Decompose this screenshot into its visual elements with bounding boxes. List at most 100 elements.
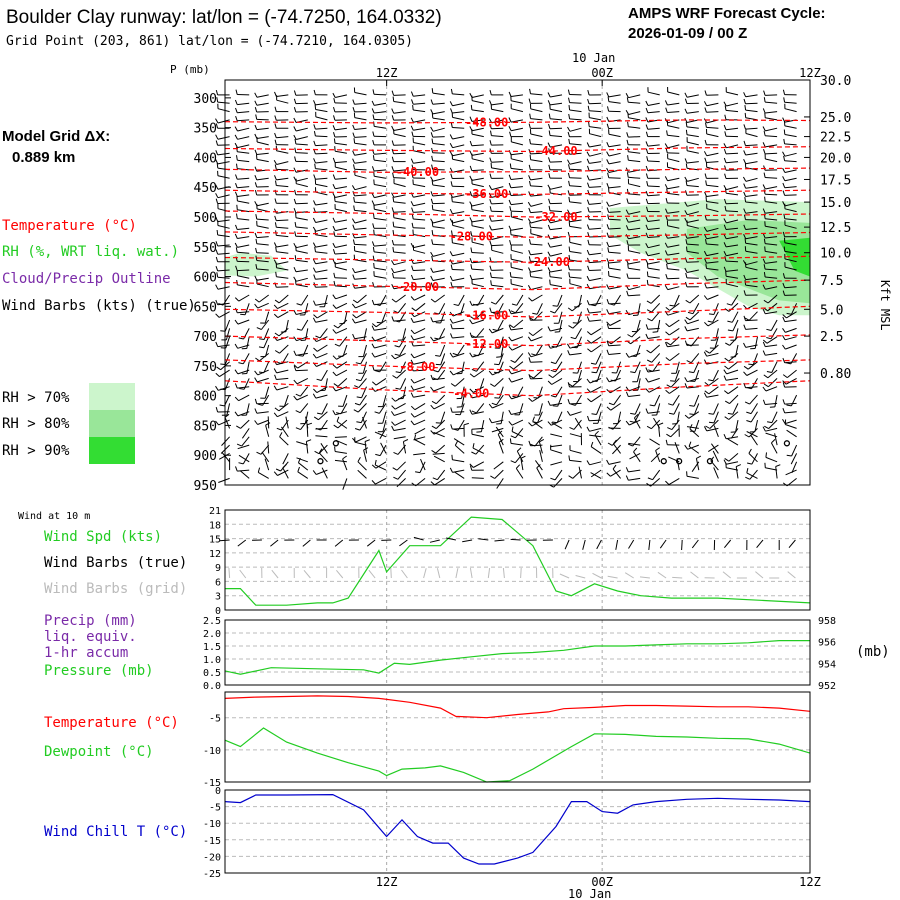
wind-barb	[454, 471, 465, 479]
isotherm-line	[224, 255, 811, 263]
wind-barb-flag	[724, 205, 727, 211]
wind-barb	[765, 177, 778, 179]
wind-barb	[589, 110, 602, 113]
wind-barb	[237, 444, 250, 450]
wind-barb-flag	[490, 280, 492, 286]
wind-barb-flag	[391, 239, 395, 246]
wind-barb	[276, 161, 289, 165]
wind-barb	[414, 327, 426, 335]
wind-10m-label: Wind at 10 m	[18, 511, 90, 522]
wind-barb-flag	[703, 351, 708, 357]
wind-barb	[256, 102, 269, 106]
wind-barb-flag	[274, 299, 280, 304]
wind-barb-flag	[567, 209, 571, 215]
wind-barb	[471, 183, 484, 188]
wind-barb	[726, 436, 739, 440]
wind-barb	[432, 127, 445, 132]
wind-barb-flag	[763, 130, 766, 136]
wind-barb	[452, 261, 465, 265]
wind-barb	[237, 227, 250, 230]
wind-barb	[530, 108, 543, 113]
wind-barb-flag	[430, 275, 434, 281]
wind-barb	[256, 152, 269, 155]
wind-barb-flag	[314, 246, 316, 252]
wind-barb	[530, 361, 543, 363]
wind-barb	[784, 143, 797, 146]
wind-barb	[569, 402, 582, 405]
wind-barb-flag	[536, 464, 541, 469]
wind-barb	[589, 434, 602, 438]
wind-barb	[452, 194, 465, 198]
lower-y-tick-label: 2.5	[203, 616, 221, 627]
wind-barb	[295, 217, 308, 221]
wind-barb-flag	[548, 173, 551, 179]
wind-barb	[393, 251, 406, 254]
kft-tick-label: 25.0	[820, 111, 851, 126]
wind-barb	[784, 125, 797, 129]
wind-barb-flag	[293, 198, 297, 204]
wind-barb	[256, 202, 269, 207]
wind-barb-flag	[529, 113, 531, 119]
wind-barb-flag	[371, 100, 375, 106]
wind-barb-flag	[391, 140, 395, 146]
wind-barb-flag	[685, 316, 691, 321]
wind-barb-flag	[587, 398, 592, 403]
wind-barb	[315, 135, 328, 138]
wind-barb	[706, 184, 719, 188]
wind-barb-flag	[528, 207, 531, 213]
wind-barb	[393, 261, 406, 266]
wind-barb-flag	[606, 224, 610, 230]
wind-barb-flag	[782, 408, 786, 414]
wind-barb	[631, 328, 641, 338]
wind-barb-flag	[254, 303, 259, 309]
wind-barb-flag	[724, 105, 727, 111]
wind-barb	[354, 250, 367, 254]
wind-barb	[276, 94, 289, 97]
wind-barb	[530, 185, 543, 188]
wind-barb	[628, 136, 641, 138]
wind-barb	[263, 361, 270, 373]
wind-barb-flag	[708, 421, 714, 424]
wind-barb-flag	[430, 386, 434, 392]
wind-barb-flag	[254, 370, 259, 376]
wind-barb-flag	[332, 364, 338, 369]
wind-barb	[276, 369, 289, 374]
wind-barb-flag	[782, 273, 786, 279]
wind-barb-flag	[353, 138, 356, 144]
wind-barb	[727, 386, 739, 395]
wind-barb	[354, 174, 367, 179]
wind-barb-flag	[586, 224, 590, 230]
wind-barb-flag	[430, 317, 434, 323]
isotherm-line	[224, 189, 811, 196]
wind-barb	[608, 133, 621, 138]
wind-barb	[747, 361, 758, 370]
wind-barb	[393, 133, 406, 138]
wind-barb-flag	[586, 199, 590, 205]
wind-barb	[549, 135, 563, 138]
wind-barb-flag	[568, 164, 571, 170]
wind-barb	[393, 319, 406, 322]
wind-barb-flag	[743, 382, 747, 388]
wind-barb	[334, 436, 347, 438]
wind-barb-flag	[704, 258, 707, 264]
wind-barb-flag	[392, 272, 395, 279]
wind-barb-flag	[606, 123, 610, 129]
wind-barb	[374, 336, 387, 342]
wind-barb	[591, 344, 602, 353]
wind-barb-flag	[704, 191, 707, 197]
bottom-x-tick-label: 00Z	[591, 875, 613, 889]
wind-barb	[359, 419, 367, 431]
wind-barb	[670, 336, 680, 346]
wind-barb	[471, 152, 484, 156]
wind-barb	[713, 425, 719, 437]
wind-barb-flag	[391, 354, 396, 360]
wind-barb-flag	[392, 467, 398, 471]
wind-barb	[550, 94, 563, 98]
wind-barb	[379, 444, 387, 456]
wind-barb-flag	[539, 438, 545, 443]
wind-barb	[628, 193, 641, 196]
wind-barb	[706, 394, 719, 398]
wind-barb-flag	[528, 191, 531, 197]
wind-barb	[530, 177, 543, 181]
wind-barb-flag	[453, 303, 459, 306]
